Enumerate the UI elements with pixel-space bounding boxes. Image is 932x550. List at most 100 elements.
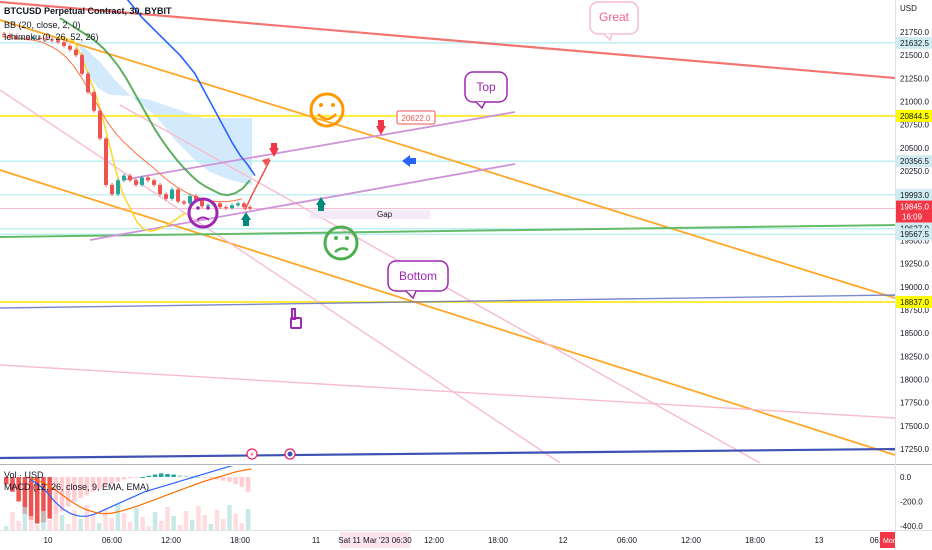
candle[interactable] (56, 40, 60, 43)
macd-histogram-bar[interactable] (16, 477, 21, 502)
macd-histogram-bar[interactable] (245, 477, 251, 492)
macd-histogram-bar[interactable] (115, 477, 121, 482)
macd-histogram-bar[interactable] (183, 475, 189, 477)
macd-histogram-bar[interactable] (214, 477, 220, 480)
arrow-up-icon[interactable] (316, 197, 326, 205)
macd-histogram-bar[interactable] (202, 477, 207, 478)
macd-histogram-bar[interactable] (47, 477, 52, 519)
sad-face-icon[interactable] (323, 225, 359, 261)
ichimoku-line-green[interactable] (59, 17, 251, 197)
candle[interactable] (92, 92, 96, 111)
macd-histogram-bar[interactable] (109, 477, 114, 485)
candle[interactable] (176, 189, 180, 202)
legend-macd[interactable]: MACD (12, 26, close, 9, EMA, EMA) (4, 482, 150, 492)
candle[interactable] (80, 55, 84, 74)
trendline-orange-upper[interactable] (0, 19, 895, 299)
candle[interactable] (224, 207, 228, 209)
time-end-badge[interactable] (880, 532, 895, 548)
macd-histogram-bar[interactable] (28, 477, 34, 520)
legend-bb[interactable]: BB (20, close, 2, 0) (4, 20, 81, 30)
candle[interactable] (128, 175, 132, 181)
candle[interactable] (164, 194, 168, 199)
price-level-badge[interactable] (896, 109, 932, 122)
candle[interactable] (236, 203, 240, 206)
candle[interactable] (200, 200, 204, 207)
bb-upper-line[interactable] (120, 0, 256, 177)
macd-histogram-bar[interactable] (165, 473, 170, 477)
macd-histogram-bar[interactable] (121, 477, 127, 480)
callout-great[interactable]: Great (589, 1, 639, 42)
macd-histogram-bar[interactable] (128, 477, 133, 479)
candle[interactable] (8, 34, 12, 37)
candle[interactable] (116, 180, 120, 195)
candle[interactable] (14, 36, 18, 38)
candle[interactable] (194, 196, 198, 201)
price-label-box[interactable] (396, 110, 436, 125)
candle[interactable] (218, 203, 222, 208)
candle[interactable] (122, 175, 126, 181)
signal-line[interactable] (29, 468, 252, 515)
price-level-badge[interactable] (896, 228, 932, 241)
macd-histogram-bar[interactable] (146, 475, 152, 477)
candle[interactable] (152, 180, 156, 185)
candle[interactable] (86, 73, 90, 93)
price-level-badge[interactable] (896, 188, 932, 201)
macd-histogram-bar[interactable] (41, 477, 46, 523)
trendline-pink-3[interactable] (0, 364, 895, 419)
macd-histogram-bar[interactable] (97, 477, 102, 490)
macd-histogram-bar[interactable] (221, 477, 226, 481)
macd-histogram-bar[interactable] (227, 477, 232, 482)
time-crosshair-badge[interactable] (340, 532, 410, 548)
channel-bottom-line[interactable] (89, 163, 516, 241)
candle[interactable] (134, 180, 138, 185)
current-price-badge[interactable] (896, 200, 932, 223)
candle[interactable] (2, 33, 6, 35)
macd-histogram-bar[interactable] (103, 477, 108, 487)
macd-histogram-bar[interactable] (239, 477, 245, 487)
candle[interactable] (20, 37, 24, 39)
arrow-down-icon[interactable] (376, 126, 386, 135)
candle[interactable] (188, 196, 192, 204)
candle[interactable] (98, 110, 102, 139)
projection-arrow[interactable] (244, 159, 271, 211)
macd-histogram-bar[interactable] (134, 477, 139, 478)
candles-series[interactable] (2, 32, 252, 211)
macd-histogram-bar[interactable] (159, 473, 164, 477)
price-axis[interactable]: USD 21750.021500.021250.021000.020750.02… (896, 4, 932, 454)
price-level-badge[interactable] (896, 295, 932, 308)
macd-histogram-bar[interactable] (171, 474, 176, 477)
price-level-badge[interactable] (896, 155, 932, 168)
candle[interactable] (158, 184, 162, 195)
macd-histogram-bar[interactable] (177, 475, 183, 477)
macd-histogram-bar[interactable] (66, 477, 71, 507)
candle[interactable] (146, 177, 150, 181)
trendline-blue-2[interactable] (0, 447, 895, 460)
macd-histogram-bar[interactable] (4, 477, 9, 485)
legend-symbol[interactable]: BTCUSD Perpetual Contract, 30, BYBIT (4, 6, 172, 16)
candle[interactable] (68, 45, 72, 50)
candle[interactable] (74, 49, 78, 56)
macd-axis[interactable]: 0.0 -200.0 -400.0 (900, 473, 923, 531)
macd-histogram-bar[interactable] (53, 477, 59, 514)
macd-histogram-bar[interactable] (10, 477, 15, 492)
macd-histogram-bar[interactable] (22, 477, 28, 514)
smiley-icon[interactable] (309, 92, 345, 128)
arrow-up-icon[interactable] (241, 212, 251, 220)
candle[interactable] (170, 189, 174, 199)
time-axis[interactable]: 10 06:00 12:00 18:00 11 12:00 18:00 12 06:00 12:0… (44, 532, 897, 548)
legend-ichimoku[interactable]: Ichimoku (9, 26, 52, 26) (4, 32, 99, 42)
callout-top[interactable]: Top (464, 71, 508, 110)
trendline-orange-lower[interactable] (0, 169, 895, 456)
sad-face-purple-icon[interactable] (187, 197, 219, 229)
event-icon[interactable] (246, 448, 258, 460)
macd-histogram-bar[interactable] (233, 477, 238, 485)
candle[interactable] (104, 138, 108, 185)
candle[interactable] (38, 38, 42, 40)
macd-line[interactable] (29, 463, 251, 517)
macd-histogram-bar[interactable] (140, 477, 145, 478)
gap-zone[interactable] (310, 210, 430, 219)
macd-histogram-bar[interactable] (208, 477, 214, 479)
trendline-blue-1[interactable] (0, 294, 895, 309)
macd-histogram-bar[interactable] (72, 477, 77, 502)
